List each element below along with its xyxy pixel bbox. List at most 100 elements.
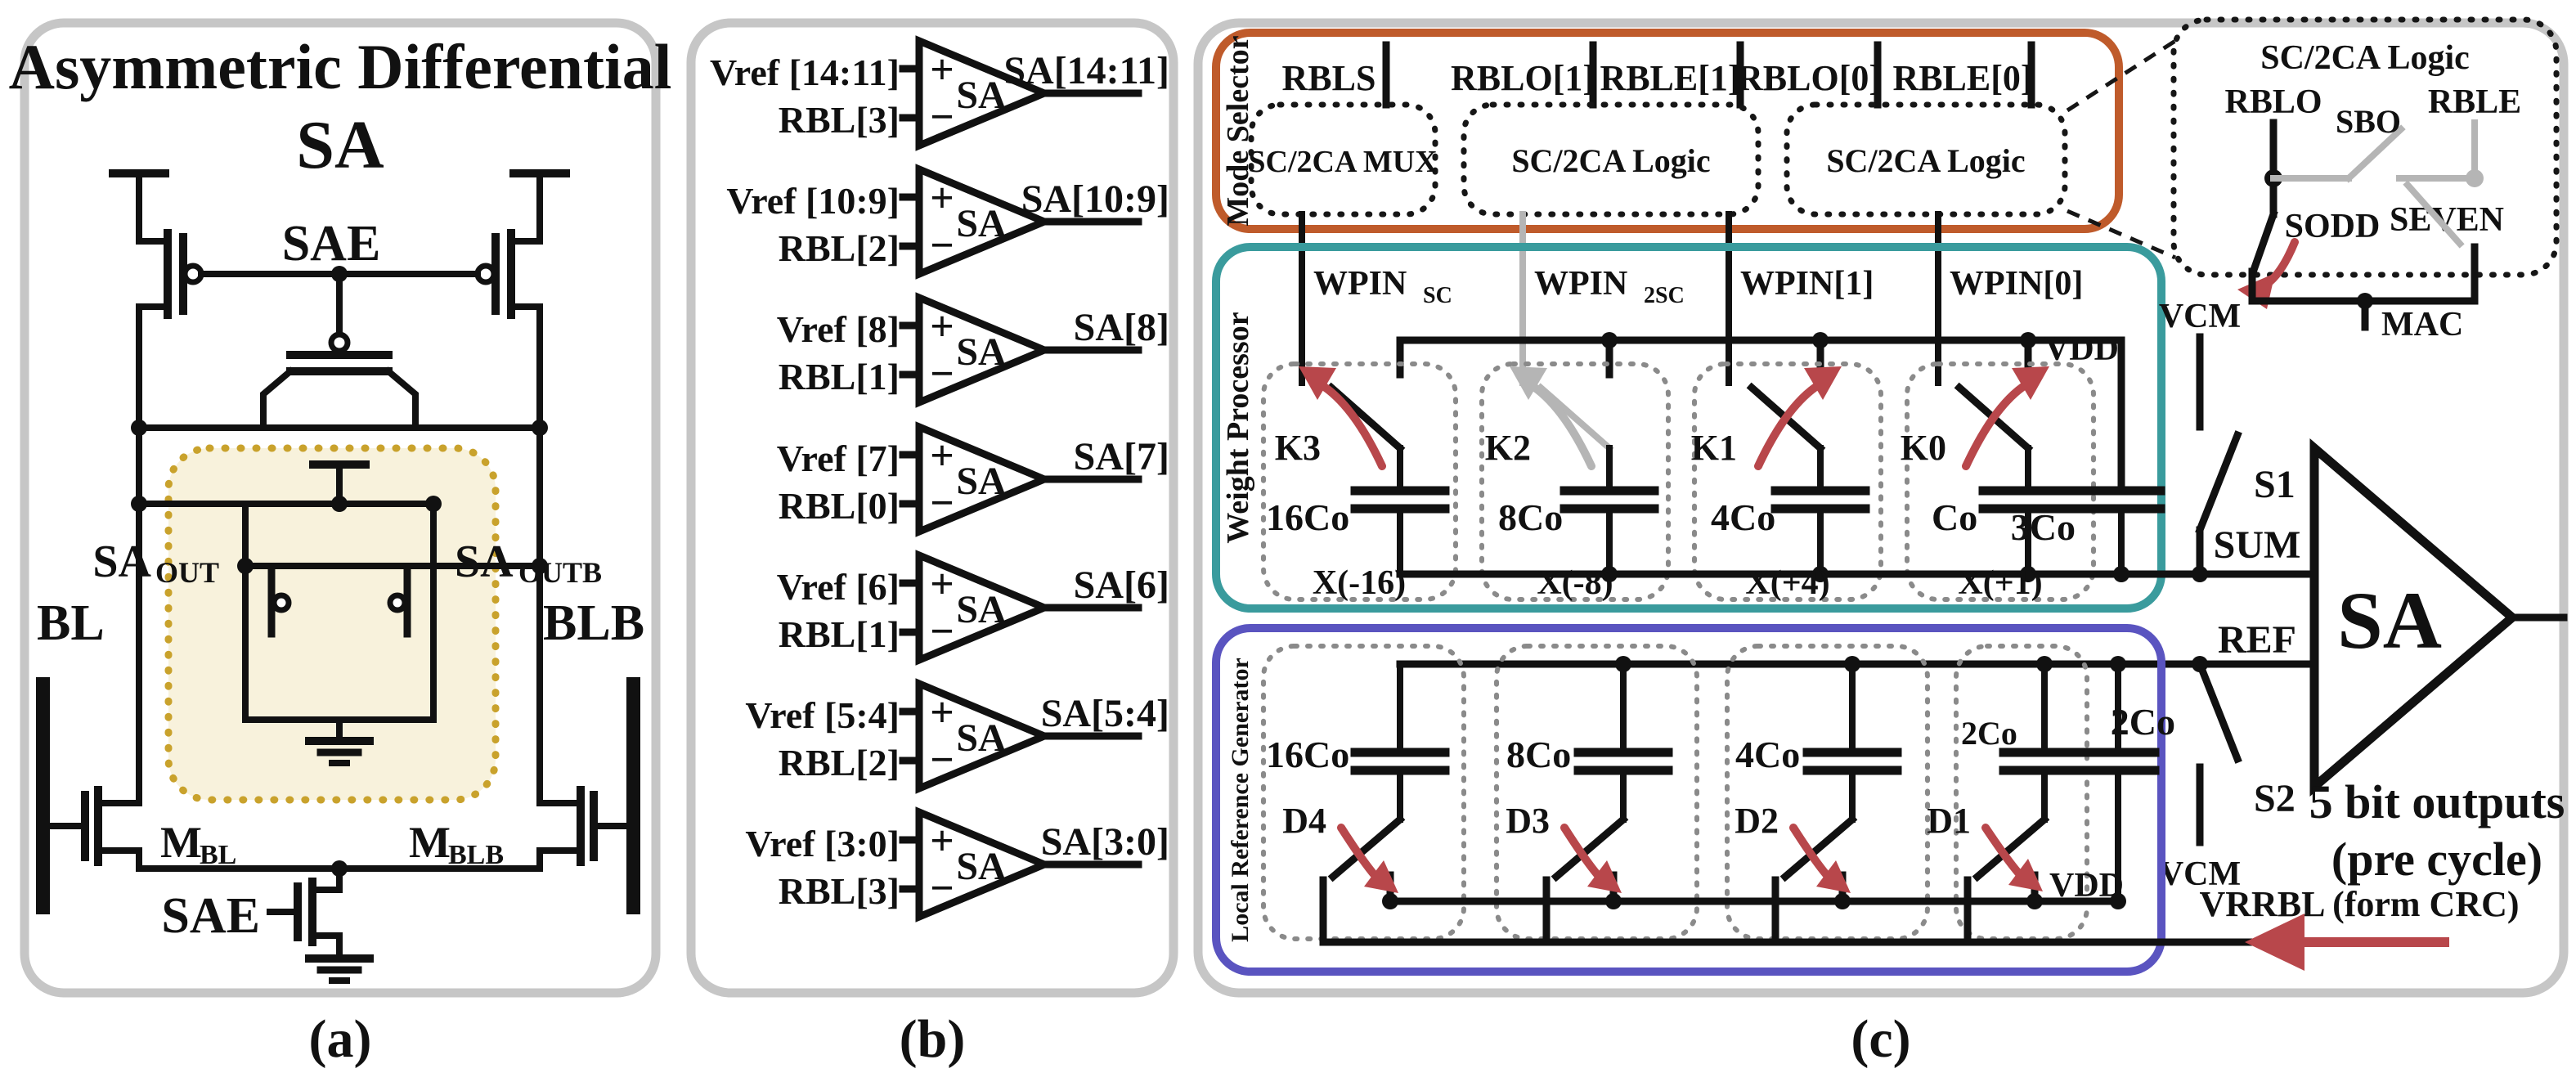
s2-switch-group: S2 VCM xyxy=(2159,656,2296,893)
x1-label: X(+1) xyxy=(1958,564,2042,602)
fixed-2co-capacitor-icon xyxy=(2076,661,2160,905)
comparator-row: Vref [6] RBL[1] + − SA SA[6] xyxy=(777,550,1169,666)
c3o-capacitor-icon xyxy=(2077,486,2165,577)
sa-output-label: SA[7] xyxy=(1074,435,1169,478)
d3-capacitor-icon xyxy=(1573,661,1673,823)
minus-input: − xyxy=(930,865,954,912)
d3-label: D3 xyxy=(1506,801,1550,841)
k1-capacitor-icon xyxy=(1770,445,1870,577)
comparator-row: Vref [3:0] RBL[3] + − SA SA[3:0] xyxy=(745,806,1169,923)
comparator-triangle xyxy=(915,550,1054,666)
amp-label: SA xyxy=(956,716,1007,760)
amp-label: SA xyxy=(956,845,1007,888)
saout-label: SA xyxy=(92,537,151,587)
k2-arrow-icon xyxy=(1526,380,1595,470)
k1-arrowhead-icon xyxy=(1804,366,1842,400)
saout-label-sub: OUT xyxy=(155,556,219,589)
vcm-top-label: VCM xyxy=(2159,298,2241,335)
mblb-nmos xyxy=(536,786,630,872)
rbl-label: RBL[0] xyxy=(779,485,900,527)
rbl-label: RBL[1] xyxy=(779,356,900,397)
header-pmos-pair xyxy=(109,169,570,431)
d4-switch-lever xyxy=(1327,814,1406,882)
rbls-label: RBLS xyxy=(1282,58,1376,98)
x4-label: X(+4) xyxy=(1745,564,1829,602)
mac-label: MAC xyxy=(2381,306,2463,343)
d4-label: D4 xyxy=(1282,801,1326,841)
ref-cap-4co-label: 4Co xyxy=(1735,734,1800,775)
vrrbl-label: VRRBL (form CRC) xyxy=(2199,884,2519,924)
mode-selector-title: Mode Selector xyxy=(1221,35,1255,226)
comparator-triangle xyxy=(915,678,1054,794)
mode-selector-box xyxy=(1212,29,2123,233)
panel-a-title-line1: Asymmetric Differential xyxy=(9,31,672,102)
panel-c: Mode Selector RBLS RBLO[1] RBLE[1] RBLO[… xyxy=(1193,16,2569,1069)
sa-output-label: SA[3:0] xyxy=(1041,820,1169,864)
k2-arrowhead-icon xyxy=(1510,366,1547,400)
ref-cap-16co-label: 16Co xyxy=(1266,734,1349,775)
comparator-triangle xyxy=(915,806,1054,923)
local-ref-title: Local Reference Generator xyxy=(1227,658,1254,942)
x-8-label: X(-8) xyxy=(1537,564,1613,602)
caption-b: (b) xyxy=(900,1009,966,1069)
minus-input: − xyxy=(930,737,954,783)
k3-arrow-icon xyxy=(1317,380,1386,470)
caption-c: (c) xyxy=(1851,1009,1910,1069)
vrrbl-arrowhead-icon xyxy=(2245,914,2304,971)
d2-switch-lever xyxy=(1779,814,1858,882)
weight-processor-section: Weight Processor WPIN SC WPIN 2SC WPIN[1… xyxy=(1212,243,2318,613)
inset-title: SC/2CA Logic xyxy=(2260,39,2470,77)
inset-rble-label: RBLE xyxy=(2428,83,2521,121)
s2-label: S2 xyxy=(2254,777,2296,820)
comparator-row: Vref [5:4] RBL[2] + − SA SA[5:4] xyxy=(745,678,1169,794)
sc2ca-logic1-label: SC/2CA Logic xyxy=(1511,142,1710,179)
weight-processor-box xyxy=(1212,243,2165,613)
sodd-label: SODD xyxy=(2285,208,2381,245)
k2-capacitor-icon xyxy=(1560,445,1659,577)
rble0-label: RBLE[0] xyxy=(1892,58,2032,98)
seven-switch-lever xyxy=(2403,180,2465,249)
minus-input: − xyxy=(930,94,954,141)
plus-input: + xyxy=(930,303,954,350)
cap-3co-label: 3Co xyxy=(2011,506,2076,548)
d4-capacitor-icon xyxy=(1350,661,1450,823)
sa-output-label: SA[8] xyxy=(1074,306,1169,349)
sc2ca-mux-box xyxy=(1248,101,1438,218)
d1-label: D1 xyxy=(1927,801,1971,841)
ground-icon xyxy=(305,737,374,766)
inset-connector xyxy=(2067,209,2176,260)
sodd-switch-lever xyxy=(2249,209,2278,275)
vref-label: Vref [14:11] xyxy=(710,52,900,93)
k0-label: K0 xyxy=(1901,428,1946,468)
sum-label: SUM xyxy=(2214,523,2301,567)
rbl-label: RBL[3] xyxy=(779,99,900,141)
comparator-row: Vref [8] RBL[1] + − SA SA[8] xyxy=(777,292,1169,408)
d3-arrowhead-icon xyxy=(1587,860,1622,893)
comparator-triangle xyxy=(915,292,1054,408)
plus-input: + xyxy=(930,561,954,608)
k1-label: K1 xyxy=(1691,428,1737,468)
comparator-triangle xyxy=(915,164,1054,280)
minus-input: − xyxy=(930,608,954,655)
d4-arrowhead-icon xyxy=(1364,860,1398,893)
k3-arrowhead-icon xyxy=(1299,366,1336,400)
k3-capacitor-icon xyxy=(1350,445,1450,577)
mblb-label-sub: BLB xyxy=(448,840,504,870)
k0-capacitor-icon xyxy=(1978,445,2078,577)
k3-cell-box xyxy=(1261,361,1458,602)
rbl-label: RBL[2] xyxy=(779,742,900,783)
sae-foot-nmos xyxy=(267,865,374,984)
panel-a: Asymmetric Differential SA SAE xyxy=(9,18,672,1069)
k1-arrow-icon xyxy=(1754,380,1824,470)
ref-cap-2co-fixed-label: 2Co xyxy=(2111,701,2175,743)
local-ref-box xyxy=(1212,624,2165,976)
plus-input: + xyxy=(930,47,954,93)
inset-border xyxy=(2170,16,2560,278)
amp-label: SA xyxy=(956,330,1007,374)
bl-label: BL xyxy=(37,595,105,651)
comparator-triangle xyxy=(915,421,1054,537)
mode-selector-section: Mode Selector RBLS RBLO[1] RBLE[1] RBLO[… xyxy=(1212,29,2123,233)
amp-label: SA xyxy=(956,74,1007,117)
saoutb-label: SA xyxy=(455,537,514,587)
pmos-bubble-icon xyxy=(328,331,351,354)
